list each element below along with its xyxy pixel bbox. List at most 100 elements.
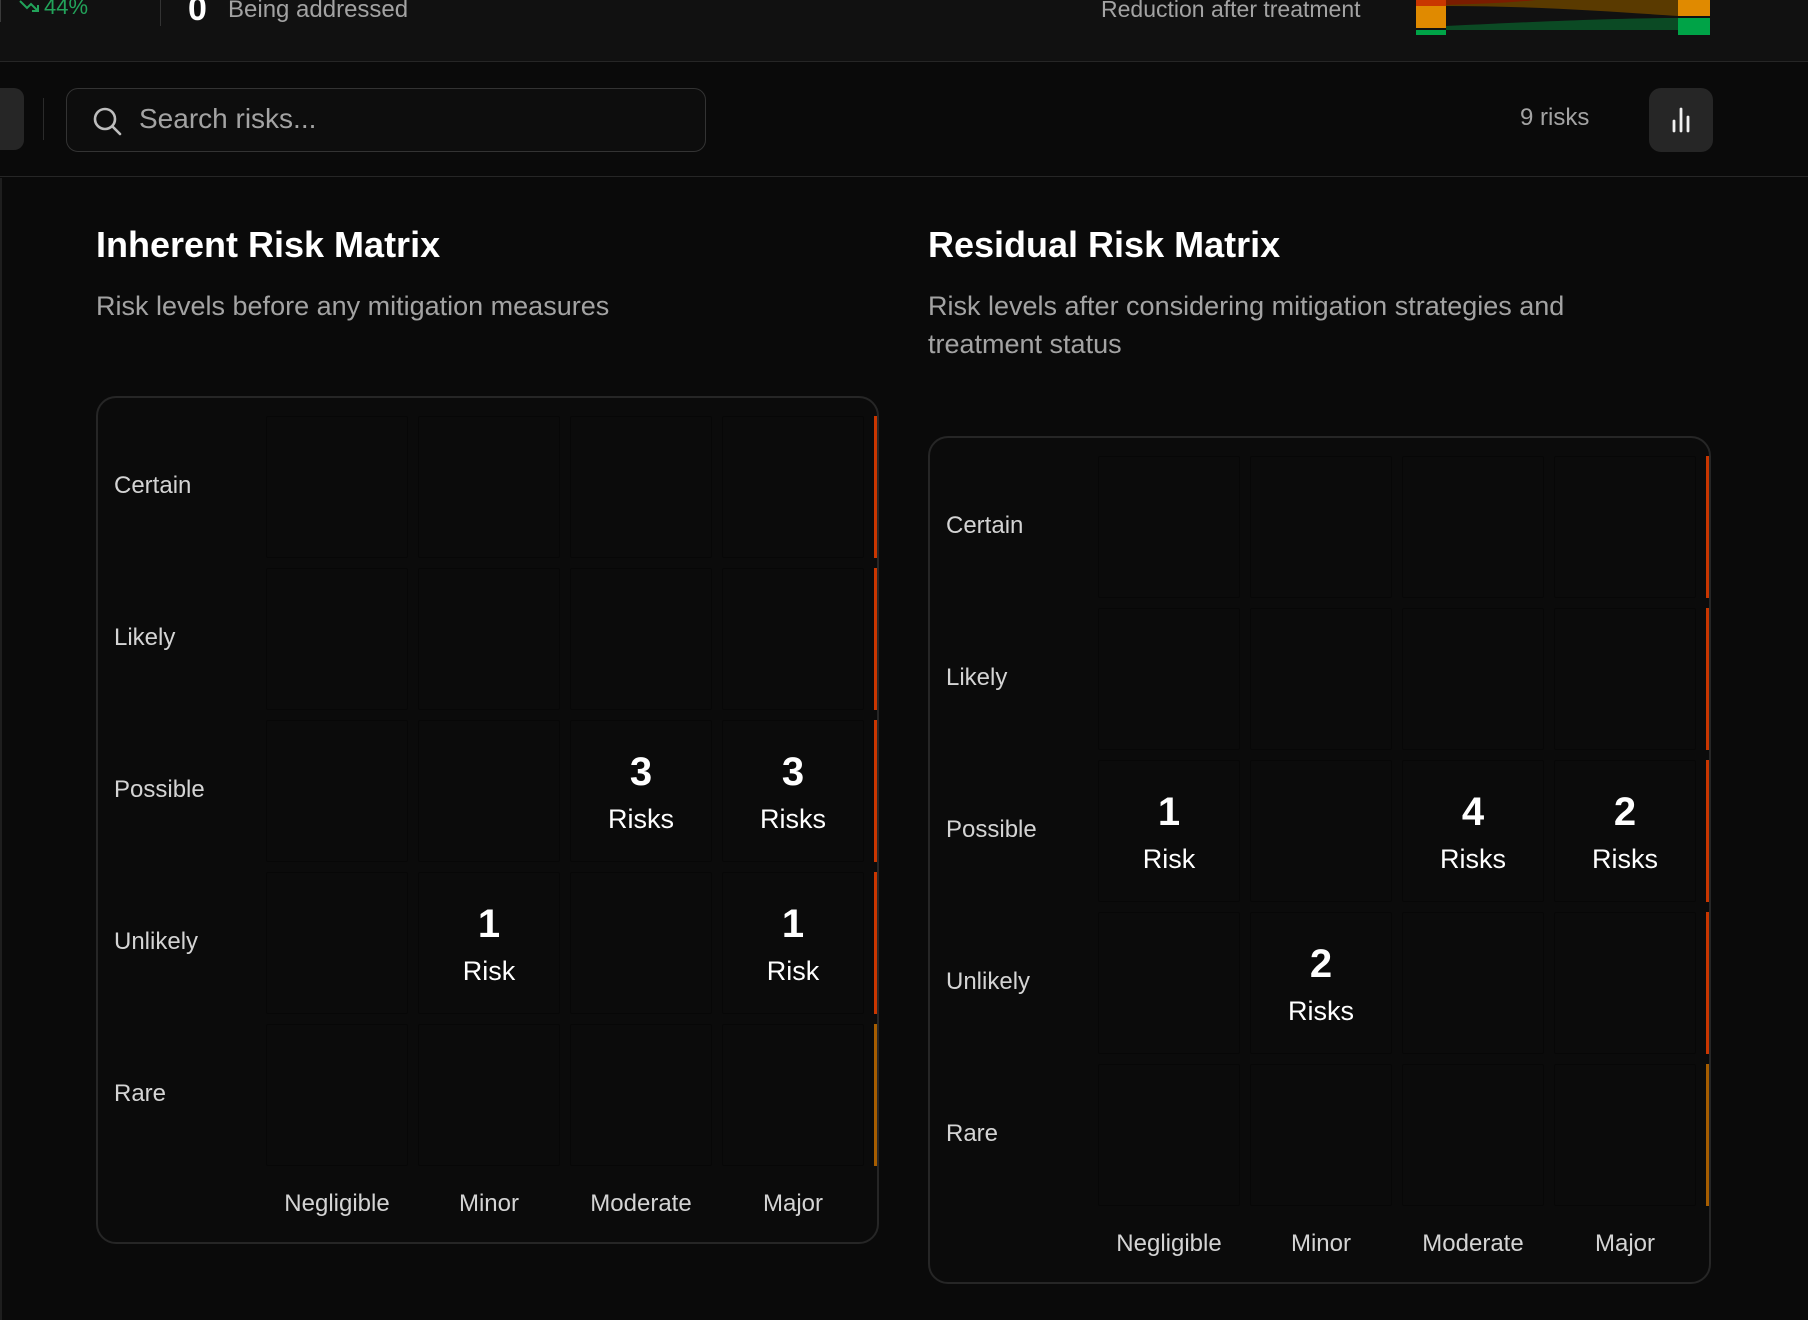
matrix-cell[interactable]: 1 Risk (722, 872, 864, 1014)
matrix-cell-partial (1706, 1064, 1709, 1206)
search-box[interactable] (66, 88, 706, 152)
likelihood-label: Rare (946, 1120, 999, 1147)
bar-chart-icon (1672, 107, 1690, 133)
matrix-cell[interactable] (418, 416, 560, 558)
being-addressed-count: 0 (188, 0, 207, 28)
matrix-cell-partial (874, 872, 877, 1014)
matrix-cell[interactable] (1098, 456, 1240, 598)
risk-count-number: 4 (1461, 789, 1485, 834)
matrix-cell[interactable] (1098, 608, 1240, 750)
likelihood-label: Certain (946, 512, 1024, 539)
likelihood-label: Rare (114, 1080, 167, 1107)
risk-count-label: Risks (608, 803, 674, 834)
trend-down-icon (19, 0, 39, 12)
matrix-cell[interactable] (570, 416, 712, 558)
matrix-cell[interactable] (1402, 912, 1544, 1054)
reduction-mini-chart (1416, 0, 1710, 35)
matrix-cell[interactable] (266, 720, 408, 862)
chart-view-button[interactable] (1649, 88, 1713, 152)
inherent-matrix: Certain Likely Possible 3 Risks 3 Risks Unlikel… (96, 396, 879, 1244)
matrix-cell-partial (1706, 608, 1709, 750)
matrix-cell[interactable] (1250, 1064, 1392, 1206)
matrix-cell[interactable] (266, 872, 408, 1014)
residual-description: Risk levels after considering mitigation… (928, 291, 1565, 359)
search-input[interactable] (139, 89, 689, 149)
matrix-cell-partial (874, 720, 877, 862)
matrix-cell[interactable]: 3 Risks (722, 720, 864, 862)
divider (0, 0, 1, 22)
inherent-title: Inherent Risk Matrix (96, 224, 441, 265)
risk-count-label: Risks (760, 803, 826, 834)
matrix-cell[interactable] (1554, 456, 1696, 598)
risk-count-label: Risk (1142, 843, 1196, 874)
divider (160, 0, 161, 26)
matrix-cell[interactable] (1250, 760, 1392, 902)
matrix-cell[interactable] (722, 416, 864, 558)
impact-label: Moderate (1422, 1230, 1524, 1257)
matrix-cell[interactable] (1402, 608, 1544, 750)
matrix-cell-partial (874, 1024, 877, 1166)
risk-count-number: 2 (1613, 789, 1637, 834)
filter-button[interactable] (0, 88, 24, 150)
impact-label: Negligible (1116, 1230, 1222, 1257)
likelihood-label: Possible (946, 816, 1037, 843)
matrix-cell-partial (1706, 912, 1709, 1054)
matrix-cell[interactable] (266, 568, 408, 710)
matrix-cell[interactable]: 1 Risk (1098, 760, 1240, 902)
matrix-cell-partial (874, 416, 877, 558)
matrix-cell[interactable]: 4 Risks (1402, 760, 1544, 902)
impact-label: Major (1594, 1230, 1655, 1257)
matrix-cell[interactable] (1554, 608, 1696, 750)
sidebar-edge (0, 178, 2, 1320)
matrix-cell[interactable] (1402, 456, 1544, 598)
risk-count-number: 3 (629, 749, 653, 794)
matrix-cell[interactable] (722, 568, 864, 710)
likelihood-label: Certain (114, 472, 192, 499)
matrix-cell[interactable]: 1 Risk (418, 872, 560, 1014)
matrix-cell[interactable] (570, 872, 712, 1014)
impact-label: Minor (1290, 1230, 1351, 1257)
matrix-cell[interactable] (418, 720, 560, 862)
residual-title: Residual Risk Matrix (928, 224, 1281, 265)
risk-count-label: Risk (766, 955, 820, 986)
inherent-description: Risk levels before any mitigation measur… (96, 291, 610, 321)
risk-count-label: Risks (1288, 995, 1354, 1026)
matrix-cell[interactable] (1250, 608, 1392, 750)
matrix-cell[interactable] (570, 1024, 712, 1166)
matrix-cell[interactable] (1098, 912, 1240, 1054)
matrix-cell[interactable] (1554, 1064, 1696, 1206)
matrix-cell[interactable]: 3 Risks (570, 720, 712, 862)
likelihood-label: Likely (946, 664, 1008, 691)
risk-count-number: 1 (1157, 789, 1181, 834)
matrix-cell[interactable] (570, 568, 712, 710)
reduction-label: Reduction after treatment (1101, 0, 1361, 22)
matrix-cell[interactable] (418, 568, 560, 710)
toolbar-divider (43, 98, 44, 140)
matrix-cell[interactable]: 2 Risks (1554, 760, 1696, 902)
residual-matrix: Certain Likely Possible 1 Risk 4 Risks 2 Risks Un… (928, 436, 1711, 1284)
impact-label: Minor (458, 1190, 519, 1217)
search-icon (93, 107, 122, 136)
matrix-cell[interactable] (1554, 912, 1696, 1054)
risk-count-number: 1 (477, 901, 501, 946)
matrix-cell[interactable]: 2 Risks (1250, 912, 1392, 1054)
trend-indicator: 44% (18, 0, 88, 20)
impact-label: Major (762, 1190, 823, 1217)
risk-count-label: Risks (1592, 843, 1658, 874)
risk-count: 9 risks (1520, 104, 1590, 131)
matrix-cell-partial (1706, 760, 1709, 902)
matrix-cell[interactable] (266, 416, 408, 558)
likelihood-label: Possible (114, 776, 205, 803)
matrix-cell-partial (1706, 456, 1709, 598)
risk-count-number: 3 (781, 749, 805, 794)
likelihood-label: Likely (114, 624, 176, 651)
matrix-cell[interactable] (1250, 456, 1392, 598)
being-addressed-label: Being addressed (228, 0, 409, 23)
matrix-cell[interactable] (1402, 1064, 1544, 1206)
risk-count-label: Risk (462, 955, 516, 986)
matrix-cell[interactable] (266, 1024, 408, 1166)
matrix-cell[interactable] (722, 1024, 864, 1166)
matrix-cell[interactable] (418, 1024, 560, 1166)
matrix-cell[interactable] (1098, 1064, 1240, 1206)
risk-count-number: 1 (781, 901, 805, 946)
